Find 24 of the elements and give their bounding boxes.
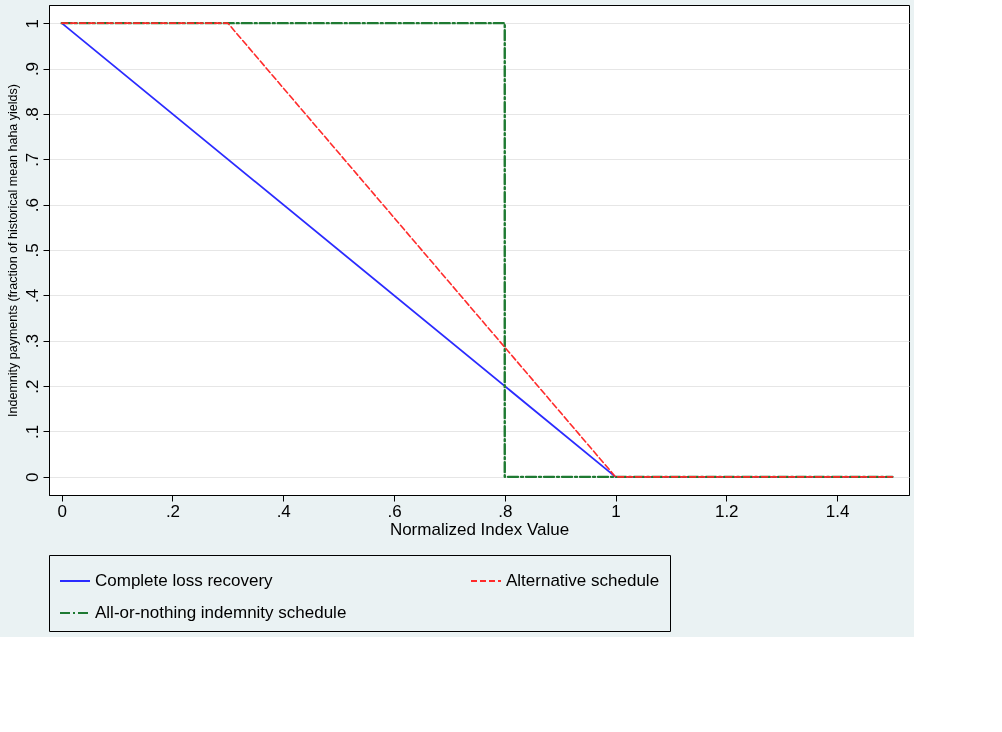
legend-label: Complete loss recovery: [95, 571, 274, 590]
y-tick-label: .8: [22, 107, 42, 122]
y-axis-title: Indemnity payments (fraction of historical mean haha yields): [5, 84, 20, 417]
legend-label: Alternative schedule: [506, 571, 660, 590]
x-tick-label: 1.2: [714, 501, 739, 521]
x-tick-label: 1: [611, 501, 621, 521]
y-tick-label: .1: [22, 424, 42, 440]
x-tick-label: .8: [498, 501, 513, 521]
y-tick-label: .9: [22, 61, 42, 77]
y-tick-label: .6: [22, 198, 42, 213]
y-tick-label: .2: [22, 379, 42, 394]
x-tick-label: .6: [387, 501, 402, 521]
x-tick-label: 0: [57, 501, 67, 521]
x-tick-label: .2: [165, 501, 181, 521]
y-tick-label: 1: [22, 18, 42, 29]
legend-label: All-or-nothing indemnity schedule: [95, 603, 347, 622]
y-tick-label: .4: [22, 288, 42, 303]
y-tick-label: .3: [22, 334, 42, 349]
x-tick-label: .4: [276, 501, 291, 521]
y-tick-label: .5: [22, 243, 42, 258]
y-tick-label: 0: [22, 472, 42, 483]
x-tick-label: 1.4: [825, 501, 850, 521]
x-axis-title: Normalized Index Value: [389, 519, 570, 539]
y-tick-label: .7: [22, 152, 42, 167]
